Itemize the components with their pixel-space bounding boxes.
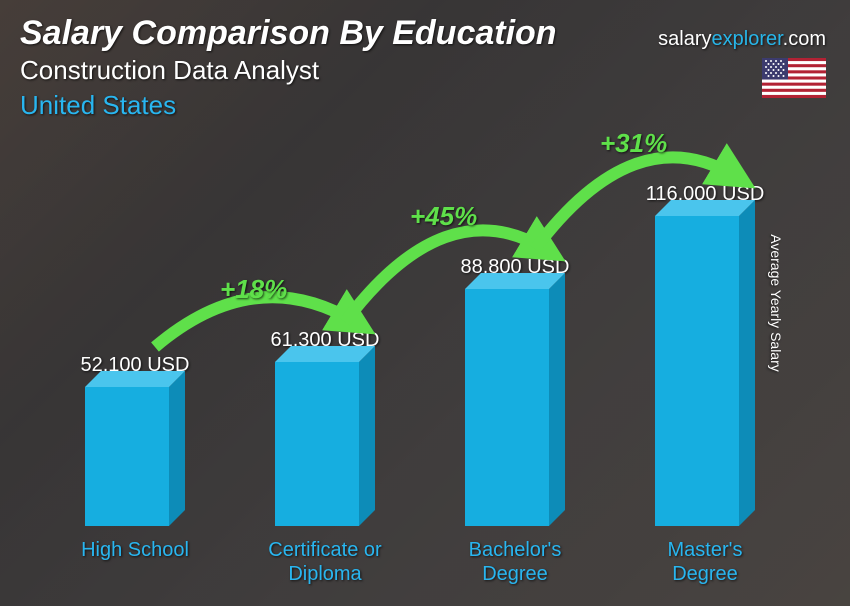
bar	[465, 289, 565, 526]
x-axis-label: Certificate orDiploma	[234, 538, 416, 586]
bar-group: 116,000 USD	[614, 183, 796, 526]
jump-percentage-label: +31%	[600, 128, 667, 159]
chart-area: 52,100 USD61,300 USD88,800 USD116,000 US…	[40, 150, 800, 586]
bar-group: 61,300 USD	[234, 329, 416, 526]
jump-percentage-label: +18%	[220, 274, 287, 305]
bar-group: 88,800 USD	[424, 256, 606, 526]
jump-percentage-label: +45%	[410, 201, 477, 232]
bar	[655, 216, 755, 526]
bar	[275, 362, 375, 526]
x-axis-label: Bachelor'sDegree	[424, 538, 606, 586]
x-axis-label: High School	[44, 538, 226, 586]
brand-suffix: .com	[783, 28, 826, 50]
bar	[85, 387, 185, 526]
chart-subtitle: Construction Data Analyst	[20, 55, 830, 86]
chart-country: United States	[20, 90, 830, 121]
brand-label: salaryexplorer.com	[658, 28, 826, 51]
x-labels-container: High SchoolCertificate orDiplomaBachelor…	[40, 538, 800, 586]
brand-accent: explorer	[712, 28, 783, 50]
x-axis-label: Master'sDegree	[614, 538, 796, 586]
us-flag-icon	[762, 58, 826, 98]
bar-group: 52,100 USD	[44, 354, 226, 526]
brand-prefix: salary	[658, 28, 711, 50]
